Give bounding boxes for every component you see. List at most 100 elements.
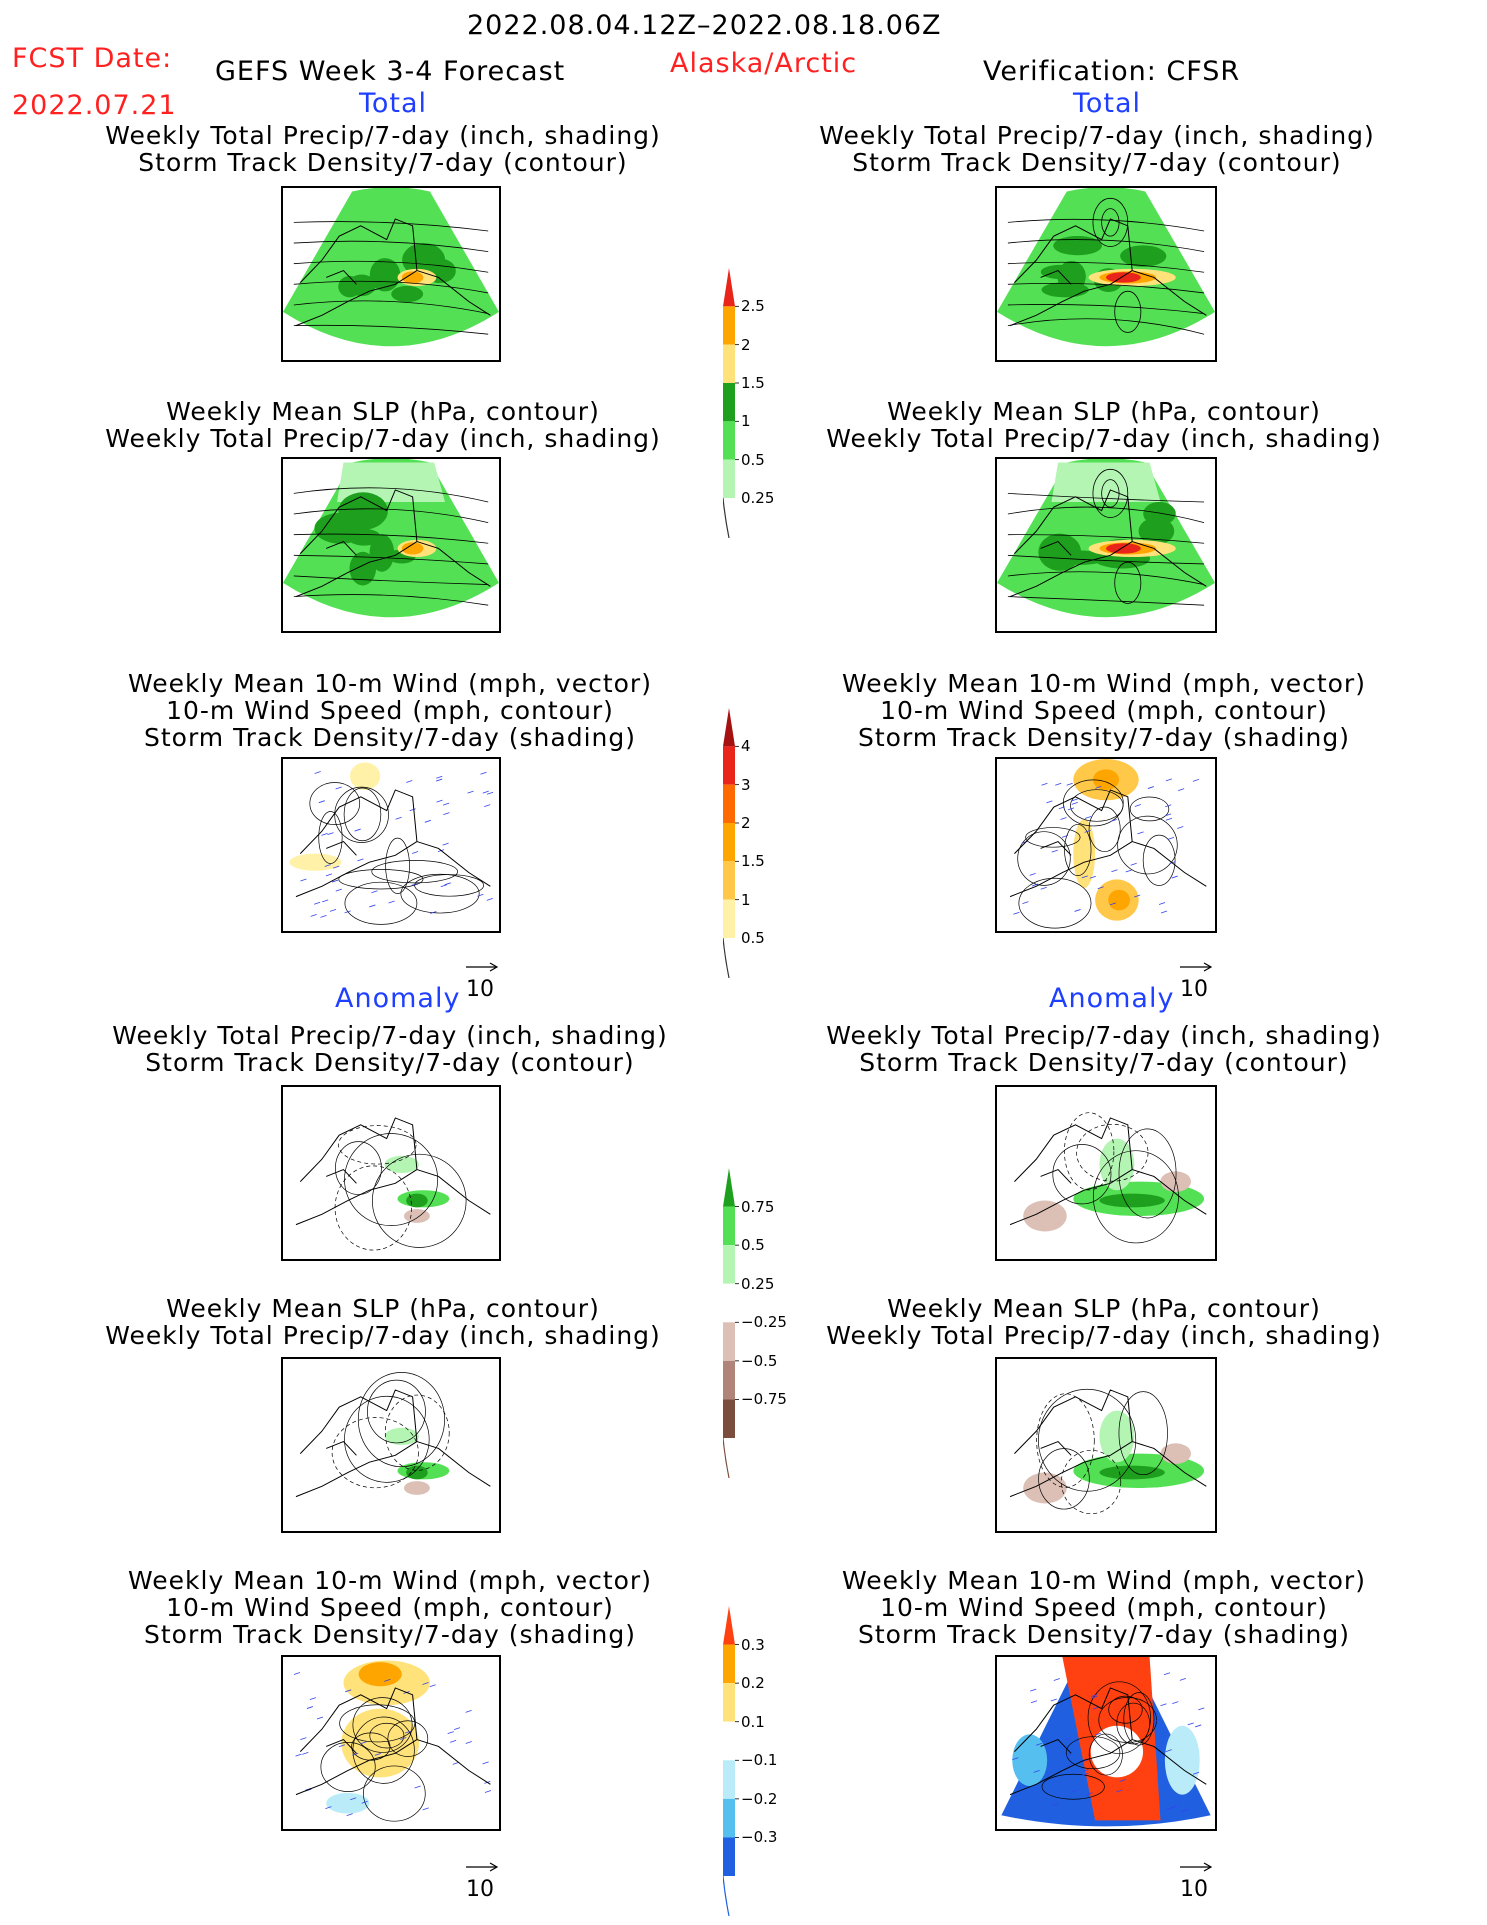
panel-title-line: Weekly Total Precip/7-day (inch, shading… [826,424,1382,453]
map-graphic [293,1660,492,1822]
map-panel-a-wind-right [995,1655,1217,1831]
colorbar-tick-label: 0.25 [741,1274,775,1293]
colorbar-tick-label: 4 [741,737,751,756]
panel-title-line: Storm Track Density/7-day (shading) [857,723,1351,752]
panel-title-t-slp-right: Weekly Mean SLP (hPa, contour) Weekly Tot… [764,398,1444,452]
region-title: Alaska/Arctic [670,48,858,79]
panel-title-line: Weekly Total Precip/7-day (inch, shading… [105,424,661,453]
map-graphic [295,1117,491,1251]
panel-title-t-wind-right: Weekly Mean 10-m Wind (mph, vector) 10-m … [764,670,1444,751]
panel-title-line: 10-m Wind Speed (mph, contour) [880,696,1328,725]
colorbar-tick-label: 2 [741,814,751,832]
colorbar-tick-label: 2 [741,335,751,354]
vector-reference: 10 [1178,958,1214,1002]
map-panel-t-wind-right [995,757,1217,933]
vector-reference-label: 10 [466,977,494,1002]
panel-title-line: 10-m Wind Speed (mph, contour) [166,696,614,725]
colorbar-anom-precip: 0.75 0.5 0.25 −0.25 −0.5 −0.75 [722,1168,787,1482]
vector-reference: 10 [464,1858,500,1902]
panel-title-a-precip-left: Weekly Total Precip/7-day (inch, shading… [50,1022,730,1076]
panel-title-line: Storm Track Density/7-day (contour) [859,1048,1349,1077]
colorbar-tick-label: 0.25 [741,489,775,507]
vector-reference-label: 10 [466,1877,494,1902]
map-panel-a-slp-right [995,1357,1217,1533]
panel-title-line: Weekly Mean 10-m Wind (mph, vector) [842,669,1366,698]
colorbar-total-storm: 4 3 2 1.5 1 0.5 [722,708,765,982]
panel-title-a-wind-right: Weekly Mean 10-m Wind (mph, vector) 10-m … [764,1567,1444,1648]
vector-arrow-icon [466,1862,499,1872]
section-total-right: Total [1073,88,1142,119]
panel-title-line: 10-m Wind Speed (mph, contour) [166,1593,614,1622]
vector-reference-label: 10 [1180,977,1208,1002]
map-graphic [1009,759,1207,929]
colorbar-tick-label: −0.25 [741,1313,787,1332]
vector-reference-label: 10 [1180,1877,1208,1902]
panel-title-line: Weekly Total Precip/7-day (inch, shading… [826,1321,1382,1350]
colorbar-swatches [722,268,739,539]
panel-title-line: Weekly Mean SLP (hPa, contour) [887,397,1321,426]
colorbar-tick-label: 0.75 [741,1197,775,1216]
section-anomaly-left: Anomaly [335,983,461,1014]
colorbar-tick-label: −0.75 [741,1390,787,1409]
map-panel-a-precip-right [995,1085,1217,1261]
panel-title-a-slp-right: Weekly Mean SLP (hPa, contour) Weekly Tot… [764,1295,1444,1349]
valid-range-title: 2022.08.04.12Z–2022.08.18.06Z [467,10,942,41]
colorbar-anom-storm: 0.3 0.2 0.1 −0.1 −0.2 −0.3 [722,1606,777,1920]
panel-title-line: Weekly Total Precip/7-day (inch, shading… [105,1321,661,1350]
panel-title-line: Weekly Total Precip/7-day (inch, shading… [826,1021,1382,1050]
section-anomaly-right: Anomaly [1049,983,1175,1014]
colorbar-tick-label: 1.5 [741,374,765,392]
panel-title-t-precip-left: Weekly Total Precip/7-day (inch, shading… [43,122,723,176]
map-panel-t-slp-right [995,457,1217,633]
vector-arrow-icon [1180,1862,1213,1872]
colorbar-tick-label: −0.1 [741,1751,778,1770]
panel-title-line: Storm Track Density/7-day (shading) [143,723,637,752]
vector-arrow-icon [466,962,499,972]
panel-title-line: Weekly Total Precip/7-day (inch, shading… [112,1021,668,1050]
colorbar-tick-label: 0.5 [741,929,765,947]
colorbar-total-precip: 2.5 2 1.5 1 0.5 0.25 [722,268,774,542]
panel-title-line: Weekly Total Precip/7-day (inch, shading… [105,121,661,150]
vector-reference: 10 [1178,1858,1214,1902]
map-graphic [1009,1388,1207,1515]
colorbar-tick-label: 3 [741,775,751,794]
panel-title-line: Storm Track Density/7-day (shading) [857,1620,1351,1649]
panel-title-line: Weekly Mean 10-m Wind (mph, vector) [842,1566,1366,1595]
panel-title-line: Storm Track Density/7-day (contour) [145,1048,635,1077]
map-panel-a-slp-left [281,1357,501,1533]
panel-title-a-slp-left: Weekly Mean SLP (hPa, contour) Weekly Tot… [43,1295,723,1349]
panel-title-a-precip-right: Weekly Total Precip/7-day (inch, shading… [764,1022,1444,1076]
vector-arrow-icon [1180,962,1213,972]
colorbar-tick-label: 0.5 [741,450,765,469]
fcst-date-value: 2022.07.21 [12,90,177,121]
map-panel-a-wind-left [281,1655,501,1831]
colorbar-tick-label: 2.5 [741,297,765,316]
map-graphic [997,459,1215,618]
panel-title-line: Storm Track Density/7-day (contour) [852,148,1342,177]
panel-title-line: Weekly Mean SLP (hPa, contour) [166,397,600,426]
colorbar-tick-label: 1.5 [741,852,765,871]
map-graphic [289,762,494,925]
colorbar-swatches [722,1606,739,1917]
colorbar-swatches [722,708,739,979]
colorbar-tick-label: 1 [741,890,751,909]
panel-title-line: Weekly Mean SLP (hPa, contour) [887,1294,1321,1323]
panel-title-line: Storm Track Density/7-day (contour) [138,148,628,177]
panel-title-line: Weekly Mean SLP (hPa, contour) [166,1294,600,1323]
panel-title-line: Storm Track Density/7-day (shading) [143,1620,637,1649]
fcst-date-label: FCST Date: [12,43,173,74]
map-panel-t-slp-left [281,457,501,633]
colorbar-tick-label: −0.3 [741,1828,778,1847]
panel-title-t-wind-left: Weekly Mean 10-m Wind (mph, vector) 10-m … [50,670,730,751]
map-graphic [997,188,1215,347]
vector-reference: 10 [464,958,500,1002]
panel-title-line: 10-m Wind Speed (mph, contour) [880,1593,1328,1622]
map-panel-t-wind-left [281,757,501,933]
colorbar-tick-label: −0.2 [741,1789,778,1808]
colorbar-tick-label: 0.5 [741,1236,765,1255]
panel-title-t-precip-right: Weekly Total Precip/7-day (inch, shading… [757,122,1437,176]
panel-title-line: Weekly Mean 10-m Wind (mph, vector) [128,1566,652,1595]
panel-title-a-wind-left: Weekly Mean 10-m Wind (mph, vector) 10-m … [50,1567,730,1648]
map-graphic [1001,1657,1211,1827]
map-panel-t-precip-left [281,186,501,362]
